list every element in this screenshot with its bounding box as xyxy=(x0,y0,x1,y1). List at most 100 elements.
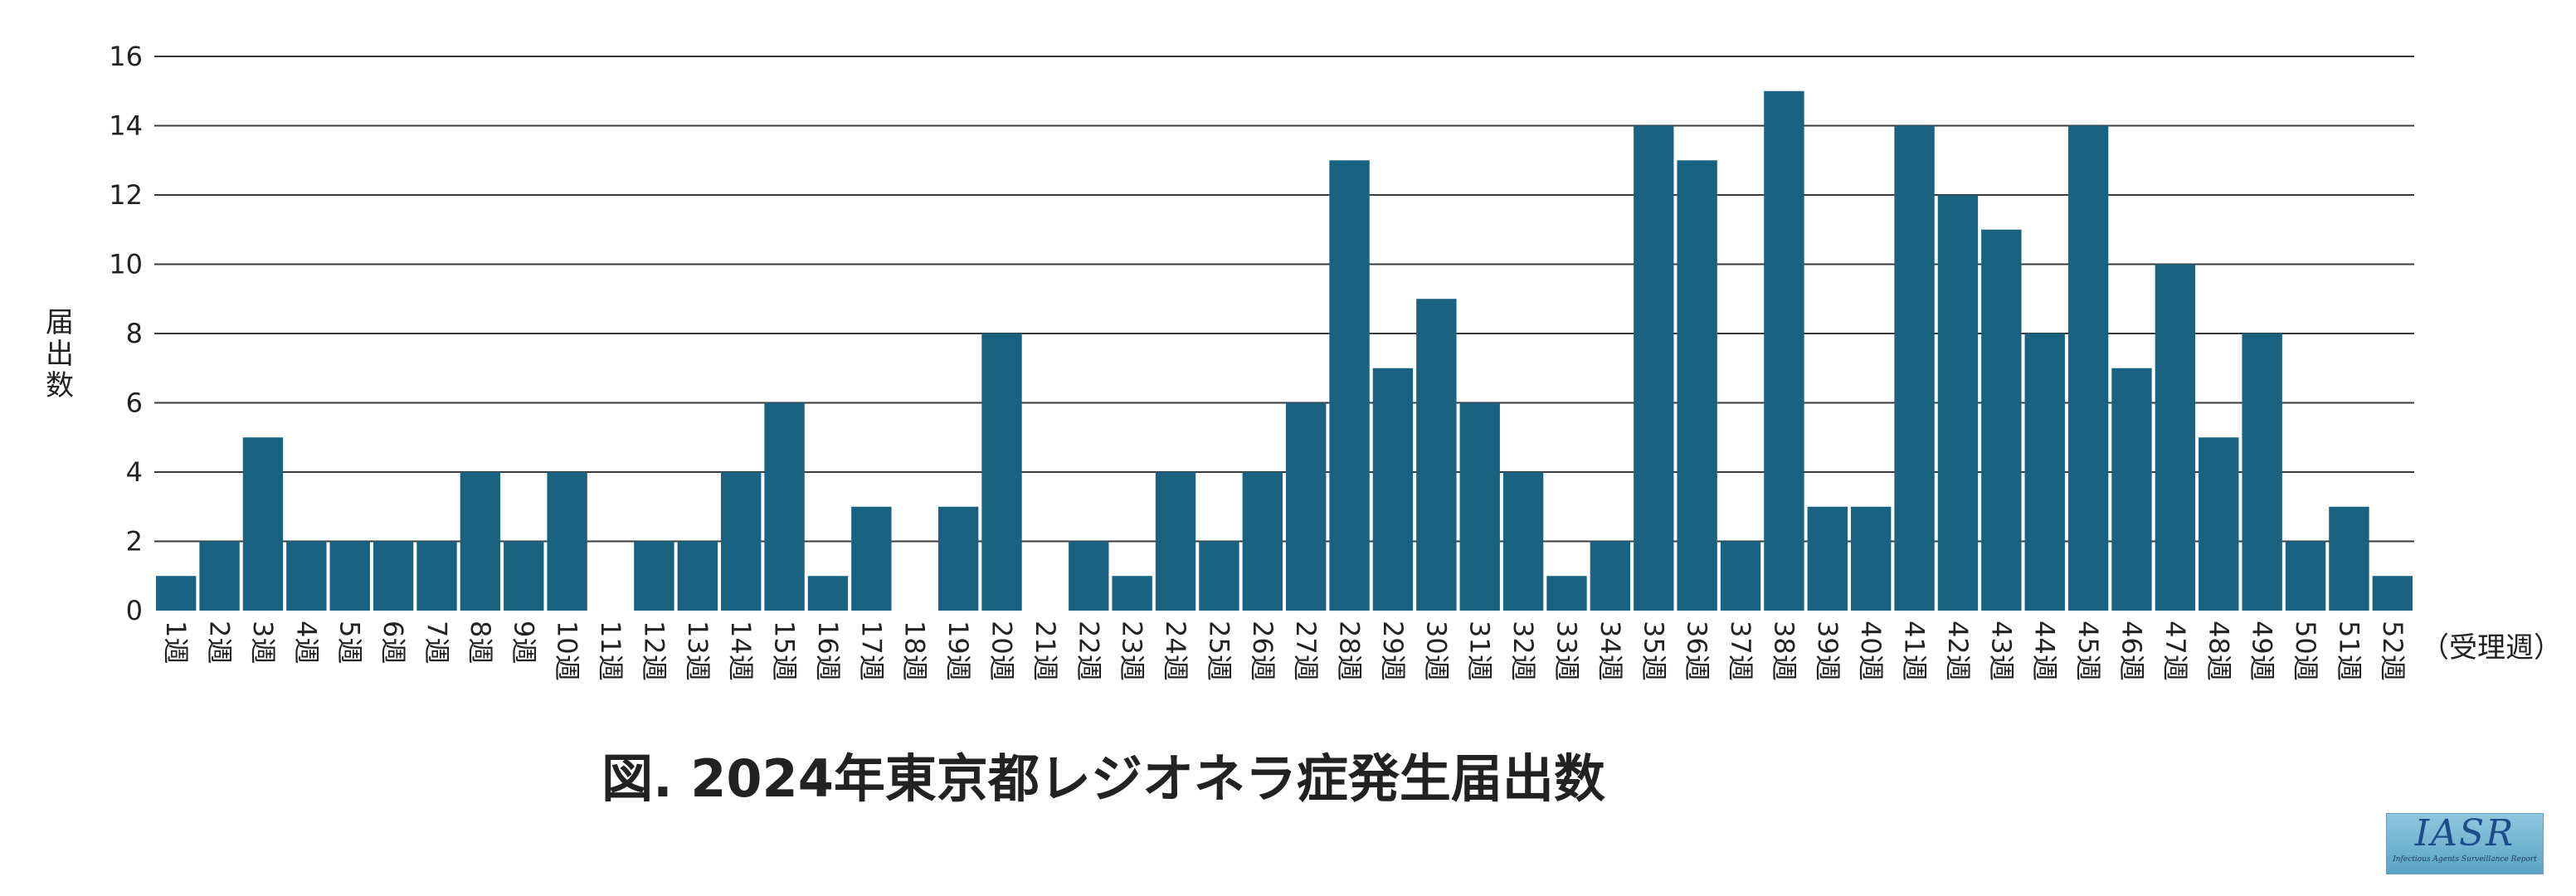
x-tick-label: 35週 xyxy=(1638,621,1669,681)
x-tick-label: 25週 xyxy=(1203,621,1234,681)
bar xyxy=(2155,264,2196,611)
x-tick-label: 40週 xyxy=(1855,621,1887,681)
x-tick-label: 48週 xyxy=(2203,621,2234,681)
bar xyxy=(1329,160,1370,611)
y-tick-label: 14 xyxy=(109,110,143,142)
bar xyxy=(1677,160,1717,611)
chart-title: 図. 2024年東京都レジオネラ症発生届出数 xyxy=(601,748,1605,809)
bar xyxy=(1546,576,1587,611)
y-tick-label: 4 xyxy=(126,456,143,488)
bar xyxy=(634,541,674,611)
iasr-logo: IASR Infectious Agents Surveillance Repo… xyxy=(2386,813,2544,874)
y-tick-label: 16 xyxy=(109,41,143,72)
x-tick-label: 10週 xyxy=(552,621,583,681)
x-tick-label: 47週 xyxy=(2160,621,2191,681)
bar xyxy=(1286,402,1327,611)
x-tick-label: 7週 xyxy=(421,621,453,664)
bar xyxy=(1634,125,1674,611)
x-tick-label: 26週 xyxy=(1247,621,1278,681)
bar xyxy=(1155,472,1196,611)
bar xyxy=(286,541,327,611)
x-tick-label: 50週 xyxy=(2290,621,2321,681)
x-tick-label: 49週 xyxy=(2247,621,2278,681)
bar xyxy=(2199,437,2239,611)
bar xyxy=(1502,472,1544,611)
bar xyxy=(2067,125,2109,611)
y-tick-label: 0 xyxy=(126,595,143,626)
x-tick-label: 27週 xyxy=(1290,621,1322,681)
x-tick-label: 6週 xyxy=(377,621,409,664)
bar xyxy=(2329,506,2369,611)
x-tick-label: 24週 xyxy=(1160,621,1191,681)
x-tick-label: 4週 xyxy=(290,621,322,664)
bar xyxy=(721,472,762,611)
bar xyxy=(329,541,370,611)
bar xyxy=(2024,334,2065,611)
logo-main-text: IASR xyxy=(2414,812,2515,855)
x-tick-label: 43週 xyxy=(1985,621,2017,681)
x-tick-label: 8週 xyxy=(465,621,496,664)
x-tick-label: 20週 xyxy=(986,621,1018,681)
bar xyxy=(1851,506,1892,611)
y-tick-label: 12 xyxy=(109,179,143,211)
bar xyxy=(1981,229,2022,611)
x-tick-label: 9週 xyxy=(508,621,539,664)
bar xyxy=(851,506,892,611)
bar xyxy=(981,334,1022,611)
bar xyxy=(2285,541,2326,611)
x-tick-label: 52週 xyxy=(2377,621,2408,681)
x-tick-label: 17週 xyxy=(855,621,887,681)
x-tick-label: 14週 xyxy=(725,621,757,681)
x-tick-label: 12週 xyxy=(638,621,670,681)
bar xyxy=(2372,576,2413,611)
x-tick-label: 22週 xyxy=(1073,621,1104,681)
x-tick-label: 30週 xyxy=(1420,621,1452,681)
bar xyxy=(242,437,284,611)
bar xyxy=(1372,368,1414,611)
y-axis-label-char: 数 xyxy=(46,369,74,402)
x-tick-label: 46週 xyxy=(2116,621,2148,681)
x-tick-label: 45週 xyxy=(2072,621,2104,681)
x-tick-label: 13週 xyxy=(682,621,713,681)
x-tick-label: 5週 xyxy=(334,621,366,664)
x-tick-label: 32週 xyxy=(1507,621,1539,681)
bar xyxy=(1069,541,1109,611)
bar xyxy=(416,541,457,611)
bar xyxy=(199,541,240,611)
x-axis-unit-label: （受理週） xyxy=(2421,631,2562,665)
x-tick-label: 51週 xyxy=(2333,621,2364,681)
x-tick-label: 44週 xyxy=(2029,621,2061,681)
y-axis-label-char: 届 xyxy=(46,306,74,339)
bar xyxy=(937,506,979,611)
bar xyxy=(504,541,544,611)
x-tick-label: 31週 xyxy=(1464,621,1496,681)
x-tick-label: 29週 xyxy=(1377,621,1409,681)
x-tick-label: 23週 xyxy=(1117,621,1148,681)
x-tick-label: 37週 xyxy=(1725,621,1756,681)
x-tick-label: 18週 xyxy=(899,621,931,681)
bar xyxy=(807,576,849,611)
x-tick-label: 38週 xyxy=(1768,621,1799,681)
x-tick-label: 15週 xyxy=(769,621,801,681)
x-tick-label: 11週 xyxy=(595,621,626,681)
bar xyxy=(677,541,718,611)
x-tick-label: 39週 xyxy=(1812,621,1843,681)
x-tick-label: 33週 xyxy=(1551,621,1583,681)
x-tick-label: 41週 xyxy=(1899,621,1931,681)
bar xyxy=(1199,541,1239,611)
bar xyxy=(1807,506,1848,611)
bar xyxy=(156,576,197,611)
x-tick-label: 2週 xyxy=(204,621,236,664)
y-tick-label: 2 xyxy=(126,526,143,558)
bar xyxy=(1459,402,1500,611)
bar xyxy=(764,402,805,611)
x-tick-label: 28週 xyxy=(1334,621,1366,681)
y-tick-label: 8 xyxy=(126,318,143,349)
x-tick-label: 16週 xyxy=(812,621,844,681)
x-tick-label: 21週 xyxy=(1030,621,1061,681)
y-tick-label: 6 xyxy=(126,387,143,419)
bar xyxy=(1590,541,1631,611)
bar xyxy=(1894,125,1935,611)
bar xyxy=(1112,576,1152,611)
